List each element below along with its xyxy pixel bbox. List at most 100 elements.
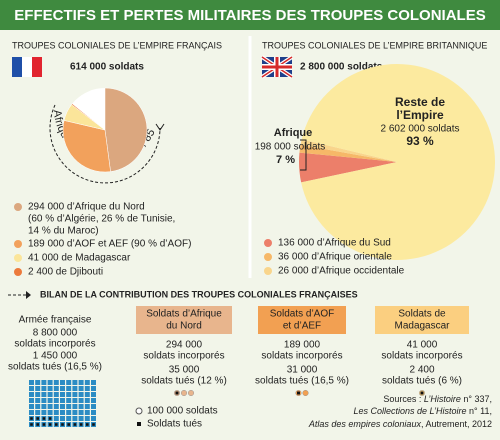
- army-icon: [84, 398, 90, 403]
- legend-swatch: [264, 253, 272, 261]
- army-icon: [72, 386, 78, 391]
- army-icon: [91, 416, 96, 421]
- army-icon: [72, 404, 78, 409]
- panel-title: TROUPES COLONIALES DE L’EMPIRE BRITANNIQ…: [262, 40, 487, 50]
- army-icon: [47, 392, 53, 397]
- total: 614 000 soldats: [70, 62, 144, 73]
- army-icon: [78, 416, 84, 421]
- legend-label: 41 000 de Madagascar: [28, 253, 131, 264]
- legend-killed: Soldats tués: [147, 419, 202, 430]
- army-icon: [78, 392, 84, 397]
- army-icon: [35, 380, 41, 385]
- army-icon: [66, 386, 72, 391]
- source: , Autrement, 2012: [421, 419, 492, 429]
- army-icon: [84, 386, 90, 391]
- army-killed-icon: [48, 423, 52, 426]
- pie-slice: [104, 87, 148, 172]
- army-icon: [29, 398, 34, 403]
- army-icon: [53, 380, 59, 385]
- army-icon: [66, 404, 72, 409]
- legend-label: 294 000 d’Afrique du Nord: [28, 202, 145, 213]
- total: 2 800 000 soldats: [300, 62, 383, 73]
- category-note: (60 % d’Algérie, 26 % de Tunisie,: [28, 214, 175, 225]
- army-icon: [78, 410, 84, 415]
- source: Sources :: [383, 394, 424, 404]
- army-icon: [91, 386, 96, 391]
- legend-label: 136 000 d’Afrique du Sud: [278, 238, 391, 249]
- group-value: 198 000 soldats: [255, 142, 326, 153]
- army-killed-icon: [79, 423, 83, 426]
- rest-percent: 93 %: [406, 134, 434, 148]
- annotation-arrow: [155, 123, 165, 131]
- army-icon: [84, 404, 90, 409]
- pie-slice: [299, 152, 397, 183]
- army-icon: [66, 398, 72, 403]
- army-incorporated-text: soldats incorporés: [14, 339, 95, 350]
- army-icon: [60, 398, 65, 403]
- army-icon: [60, 386, 65, 391]
- incorporated-text: soldats incorporés: [261, 351, 342, 362]
- killed-text: soldats tués (6 %): [382, 376, 462, 387]
- army-icon: [53, 386, 59, 391]
- column-name: du Nord: [166, 321, 202, 332]
- legend-swatch: [14, 254, 22, 262]
- army-icon: [29, 404, 34, 409]
- legend-label: 26 000 d’Afrique occidentale: [278, 266, 405, 277]
- army-icon: [60, 410, 65, 415]
- french-flag: [12, 57, 42, 77]
- sources: Sources : L’Histoire n° 337, Les Collect…: [308, 394, 492, 429]
- army-icon: [60, 380, 65, 385]
- rest-name: l’Empire: [396, 108, 444, 122]
- legend-unit-icon: [135, 407, 143, 415]
- legend-label: 2 400 de Djibouti: [28, 267, 103, 278]
- column-name: Soldats d’Afrique: [146, 309, 222, 320]
- army-killed-icon: [61, 423, 64, 426]
- army-icon: [53, 416, 59, 421]
- army-icon: [60, 404, 65, 409]
- unit-icon: [302, 389, 309, 397]
- army-icon: [91, 410, 96, 415]
- group-brace: [300, 139, 307, 171]
- pie-slice: [300, 139, 397, 162]
- army-icon: [78, 380, 84, 385]
- uk-flag: [260, 55, 294, 79]
- incorporated-text: soldats incorporés: [143, 351, 224, 362]
- pie-slice: [62, 120, 111, 173]
- pie-slice: [301, 63, 496, 260]
- army-icon: [53, 404, 59, 409]
- unit-icon: [180, 389, 188, 397]
- legend-unit: 100 000 soldats: [147, 406, 218, 417]
- pie-slice: [71, 103, 106, 131]
- killed-icon: [175, 391, 179, 395]
- army-icon: [47, 386, 53, 391]
- column-name: Madagascar: [394, 321, 450, 332]
- column-name: et d’AEF: [283, 321, 321, 332]
- army-icon: [47, 404, 53, 409]
- group-percent: 7 %: [276, 154, 295, 166]
- source: n° 337,: [461, 394, 492, 404]
- killed-icon: [420, 391, 424, 395]
- incorporated-text: soldats incorporés: [381, 351, 462, 362]
- column-name: Soldats d’AOF: [270, 309, 334, 320]
- army-killed-icon: [48, 417, 52, 420]
- army-icon: [66, 380, 72, 385]
- army-killed-icon: [42, 423, 46, 426]
- legend-swatch: [14, 203, 22, 211]
- army-icon: [91, 380, 96, 385]
- army-killed-icon: [92, 423, 95, 426]
- army-icon: [66, 410, 72, 415]
- army-icon: [41, 410, 47, 415]
- army-icon: [72, 410, 78, 415]
- army-killed-icon: [36, 423, 39, 426]
- army-killed: 1 450 000: [33, 351, 78, 362]
- army-icon: [66, 392, 72, 397]
- source-line: Atlas des empires coloniaux, Autrement, …: [308, 419, 492, 429]
- army-icon: [35, 410, 41, 415]
- killed-icon: [297, 391, 300, 395]
- army-icon: [91, 398, 96, 403]
- army-killed-icon: [42, 417, 46, 420]
- army-icon: [78, 398, 84, 403]
- army-icon: [53, 410, 59, 415]
- killed: 35 000: [169, 365, 200, 376]
- source: Les Collections de L’Histoire: [353, 406, 466, 416]
